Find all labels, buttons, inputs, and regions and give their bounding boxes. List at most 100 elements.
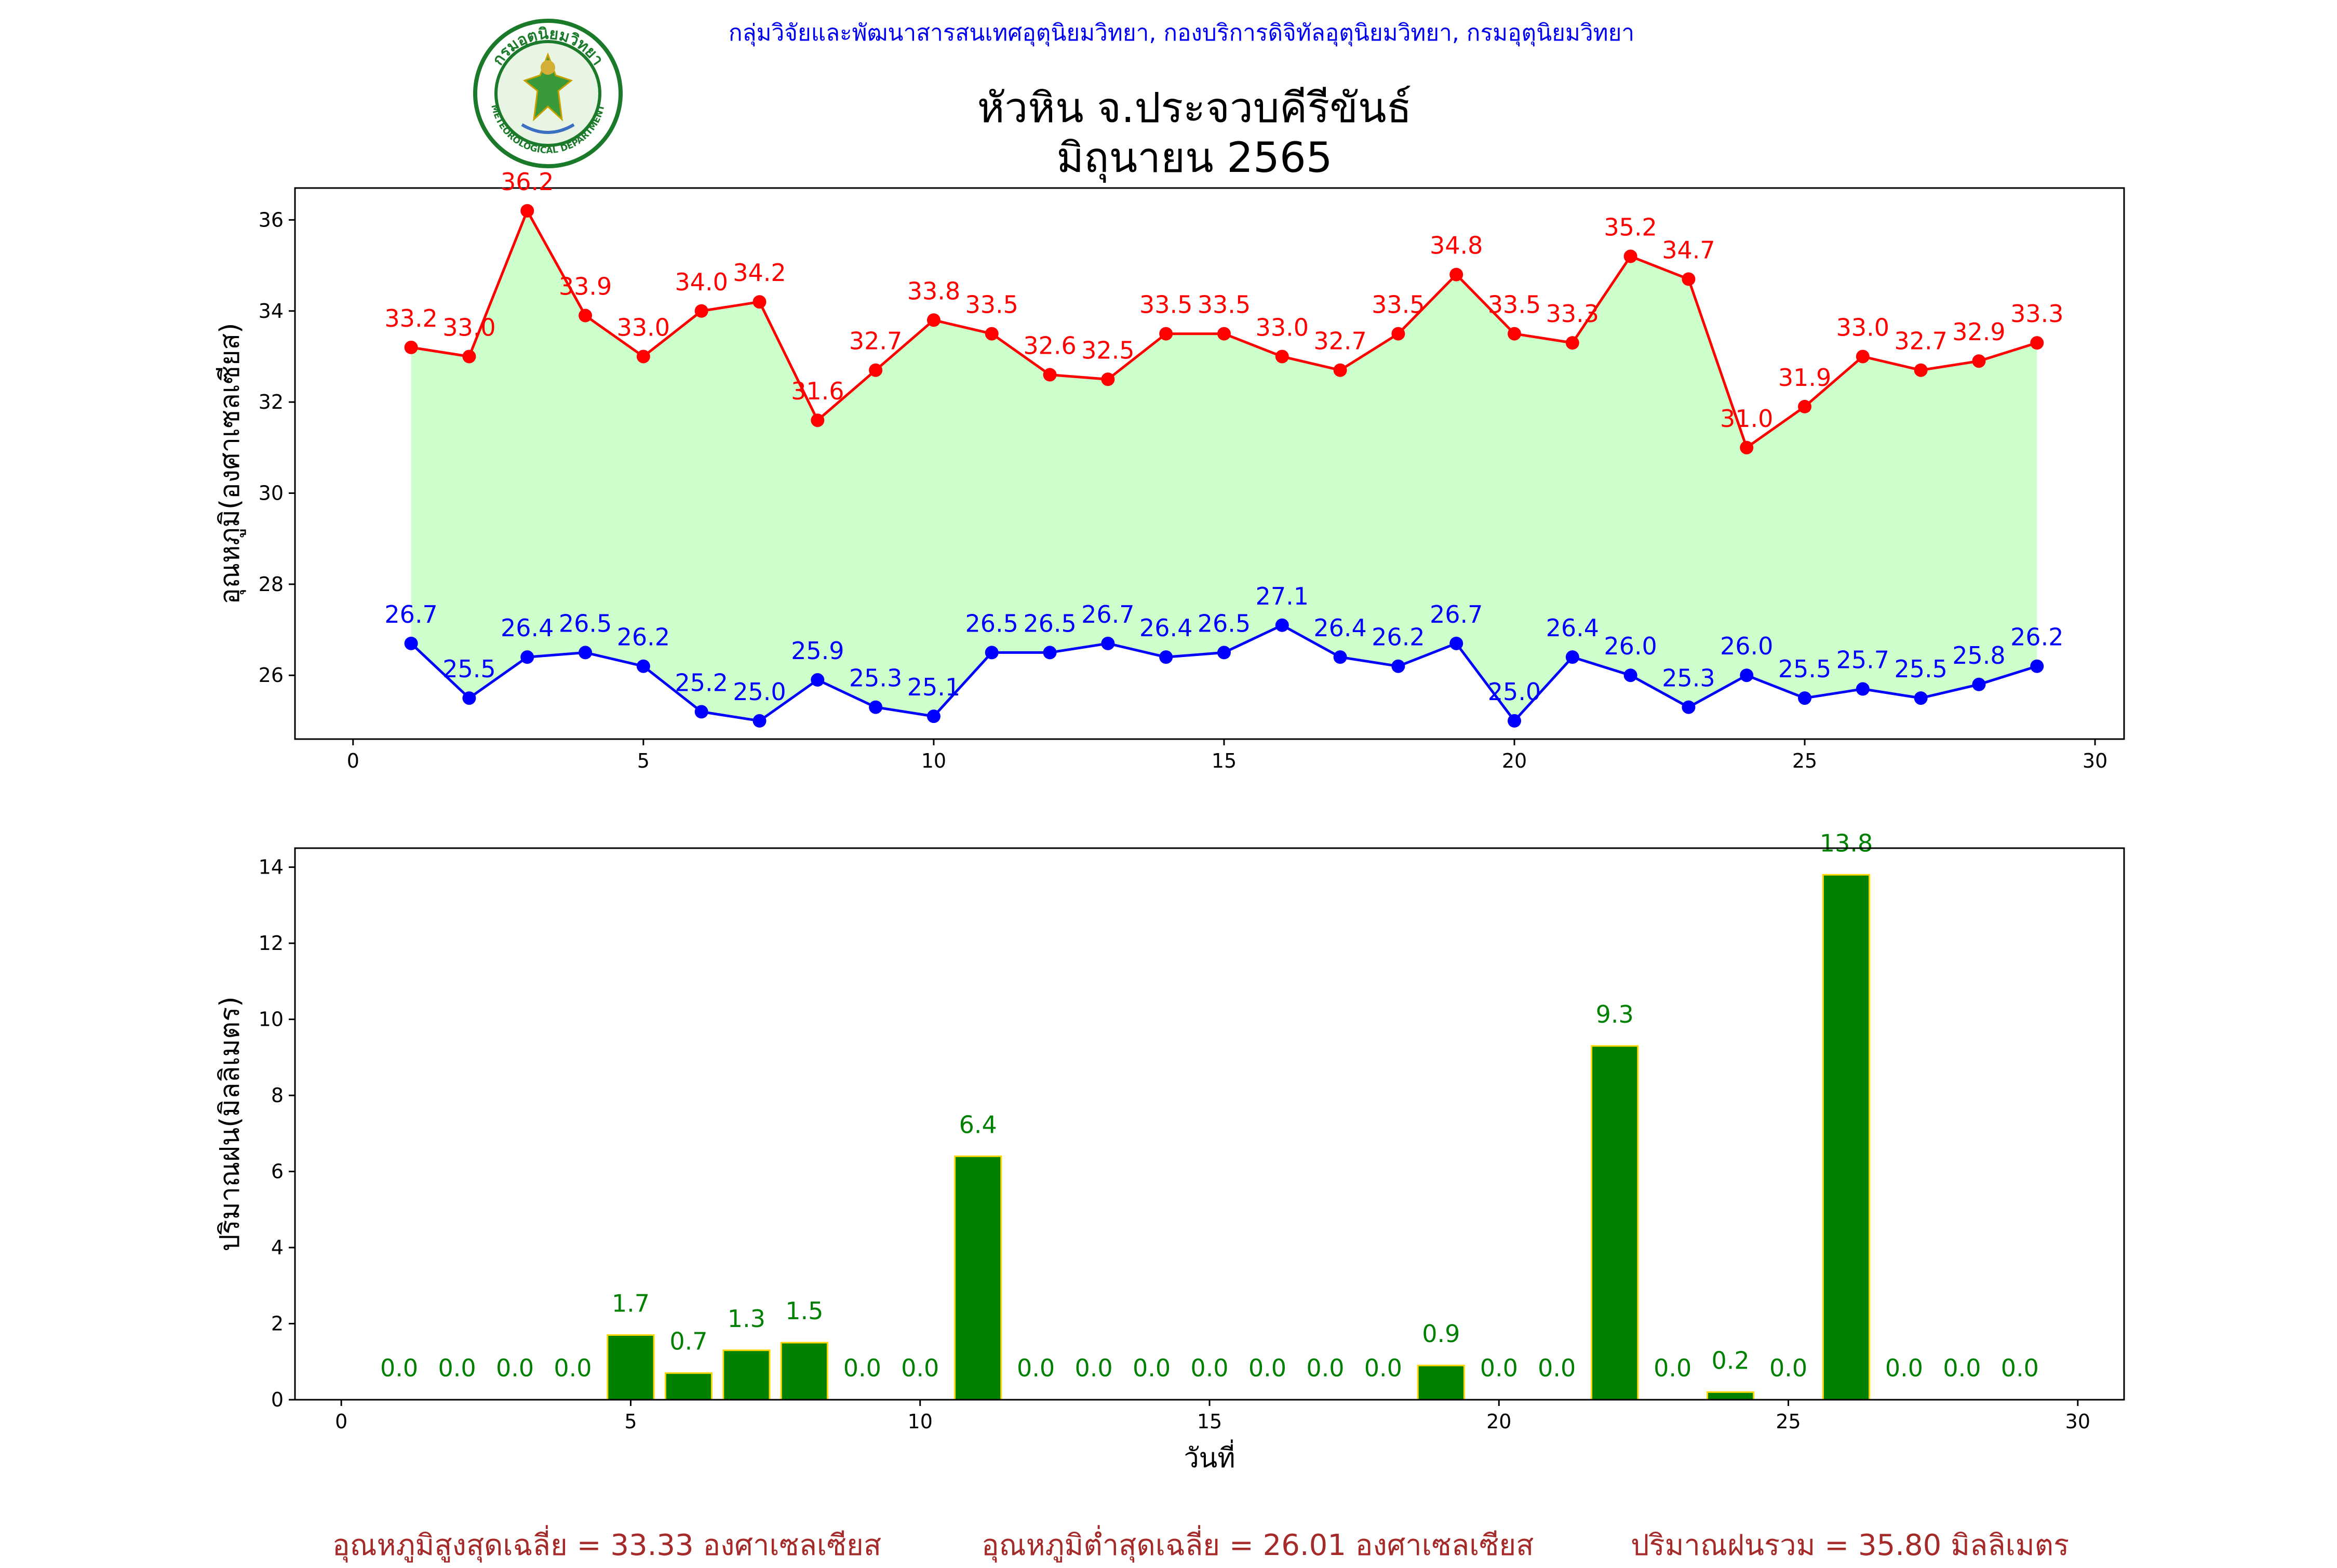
max-temperature-label: 31.6 bbox=[791, 377, 844, 405]
station-name: หัวหิน จ.ประจวบคีรีขันธ์ bbox=[977, 84, 1412, 132]
x-tick-label: 10 bbox=[921, 749, 946, 772]
min-temperature-label: 26.4 bbox=[1139, 614, 1192, 642]
min-temperature-label: 26.7 bbox=[1081, 600, 1134, 628]
y-tick-label: 4 bbox=[271, 1236, 284, 1259]
max-temperature-point bbox=[1391, 327, 1405, 341]
max-temperature-point bbox=[926, 313, 941, 327]
rain-bar-label: 6.4 bbox=[959, 1110, 997, 1138]
rain-bar-label: 0.0 bbox=[1075, 1354, 1113, 1382]
min-temperature-label: 25.3 bbox=[1662, 664, 1715, 692]
min-temperature-label: 25.7 bbox=[1836, 646, 1889, 674]
max-temperature-label: 33.0 bbox=[1256, 313, 1309, 341]
agency-header: กลุ่มวิจัยและพัฒนาสารสนเทศอุตุนิยมวิทยา,… bbox=[728, 20, 1635, 46]
min-temperature-point bbox=[636, 659, 650, 673]
max-temperature-label: 32.9 bbox=[1952, 318, 2005, 346]
min-temperature-label: 26.0 bbox=[1720, 632, 1773, 660]
min-temperature-point bbox=[869, 700, 883, 714]
min-temperature-label: 26.5 bbox=[1023, 609, 1076, 637]
rain-bar-label: 0.0 bbox=[901, 1354, 939, 1382]
max-temperature-label: 34.2 bbox=[733, 259, 786, 287]
max-temperature-label: 33.5 bbox=[1488, 291, 1541, 319]
min-temperature-point bbox=[2030, 659, 2044, 673]
x-tick-label: 5 bbox=[637, 749, 650, 772]
min-temperature-point bbox=[1856, 682, 1870, 696]
max-temperature-label: 33.0 bbox=[617, 313, 670, 341]
max-temperature-point bbox=[1275, 350, 1289, 364]
rain-bar-label: 0.0 bbox=[554, 1354, 592, 1382]
rain-bar bbox=[1591, 1045, 1639, 1401]
x-tick-label: 5 bbox=[624, 1410, 637, 1433]
rainfall-chart: 0.0 0.0 0.0 0.0 1.7 0.7 1.3 1.5 0.0 0.0 6.4 0.0 0.0 0… bbox=[214, 829, 2125, 1474]
rain-bar-label: 0.0 bbox=[1133, 1354, 1171, 1382]
rain-bar-label: 13.8 bbox=[1820, 829, 1873, 857]
avg-max-summary: อุณหภูมิสูงสุดเฉลี่ย = 33.33 องศาเซลเซีย… bbox=[332, 1529, 882, 1562]
rain-y-axis-label: ปริมาณฝน(มิลลิเมตร) bbox=[214, 996, 246, 1251]
max-temperature-point bbox=[404, 340, 418, 354]
max-temperature-label: 33.0 bbox=[1836, 313, 1889, 341]
temperature-chart: 0 5 10 15 20 25 30 26 28 30 32 34 36 อุณหภูมิ(องศาเซล… bbox=[214, 168, 2125, 772]
min-temperature-point bbox=[1740, 668, 1754, 682]
max-temperature-label: 32.7 bbox=[849, 327, 902, 355]
max-temperature-label: 33.2 bbox=[384, 304, 437, 332]
rain-bar-label: 0.2 bbox=[1712, 1346, 1750, 1374]
month-year: มิถุนายน 2565 bbox=[1056, 133, 1333, 182]
min-temperature-point bbox=[926, 709, 941, 723]
rain-bar-label: 0.0 bbox=[843, 1354, 881, 1382]
rain-bar-label: 0.0 bbox=[1769, 1354, 1807, 1382]
rain-bar-label: 1.5 bbox=[785, 1297, 823, 1325]
max-temperature-label: 33.8 bbox=[907, 277, 960, 305]
max-temperature-point bbox=[1449, 267, 1463, 282]
max-temperature-label: 33.5 bbox=[1198, 291, 1251, 319]
rain-bar bbox=[954, 1155, 1002, 1401]
max-temperature-label: 35.2 bbox=[1604, 213, 1657, 242]
max-temperature-point bbox=[1856, 350, 1870, 364]
rain-bar bbox=[722, 1349, 771, 1401]
max-temperature-label: 33.3 bbox=[2010, 300, 2063, 328]
y-tick-label: 14 bbox=[259, 856, 284, 879]
min-temperature-point bbox=[1914, 691, 1928, 705]
rain-bar-label: 9.3 bbox=[1596, 1000, 1634, 1028]
min-temperature-label: 26.4 bbox=[1313, 614, 1366, 642]
min-temperature-point bbox=[1043, 646, 1057, 660]
min-temperature-label: 26.0 bbox=[1604, 632, 1657, 660]
max-temperature-point bbox=[1333, 363, 1347, 377]
min-temperature-point bbox=[1565, 650, 1579, 664]
min-temperature-point bbox=[404, 636, 418, 650]
rain-bar-label: 0.0 bbox=[1654, 1354, 1691, 1382]
min-temperature-label: 25.0 bbox=[733, 678, 786, 706]
max-temperature-point bbox=[985, 327, 999, 341]
min-temperature-label: 25.8 bbox=[1952, 641, 2005, 669]
min-temperature-point bbox=[985, 646, 999, 660]
min-temperature-point bbox=[1275, 618, 1289, 632]
x-tick-label: 0 bbox=[347, 749, 359, 772]
x-tick-label: 0 bbox=[335, 1410, 347, 1433]
min-temperature-point bbox=[694, 705, 708, 719]
y-tick-label: 36 bbox=[259, 208, 284, 231]
max-temperature-point bbox=[1682, 272, 1696, 286]
meteorological-department-logo: กรมอุตุนิยมวิทยา METEOROLOGICAL DEPARTME… bbox=[473, 18, 623, 169]
x-tick-label: 25 bbox=[1792, 749, 1817, 772]
y-tick-label: 32 bbox=[259, 391, 284, 413]
rain-bar-label: 0.0 bbox=[1480, 1354, 1518, 1382]
max-temperature-label: 33.0 bbox=[442, 313, 495, 341]
y-tick-label: 26 bbox=[259, 664, 284, 687]
rain-bar bbox=[1417, 1364, 1465, 1401]
rain-bar-label: 0.0 bbox=[1190, 1354, 1228, 1382]
max-temperature-point bbox=[1217, 327, 1231, 341]
y-tick-label: 6 bbox=[271, 1160, 284, 1183]
max-temperature-point bbox=[1798, 399, 1812, 413]
max-temperature-point bbox=[1159, 327, 1173, 341]
temperature-plot-frame bbox=[294, 187, 2125, 740]
min-temperature-point bbox=[1798, 691, 1812, 705]
min-temperature-label: 26.2 bbox=[617, 623, 670, 651]
max-temperature-label: 33.3 bbox=[1546, 300, 1599, 328]
min-temperature-point bbox=[1391, 659, 1405, 673]
rain-bar-label: 0.0 bbox=[380, 1354, 418, 1382]
max-temperature-point bbox=[1101, 372, 1115, 386]
total-rain-summary: ปริมาณฝนรวม = 35.80 มิลลิเมตร bbox=[1631, 1529, 2070, 1562]
min-temperature-label: 26.4 bbox=[501, 614, 554, 642]
y-tick-label: 2 bbox=[271, 1312, 284, 1335]
min-temperature-label: 27.1 bbox=[1256, 582, 1309, 610]
min-temperature-point bbox=[1623, 668, 1637, 682]
